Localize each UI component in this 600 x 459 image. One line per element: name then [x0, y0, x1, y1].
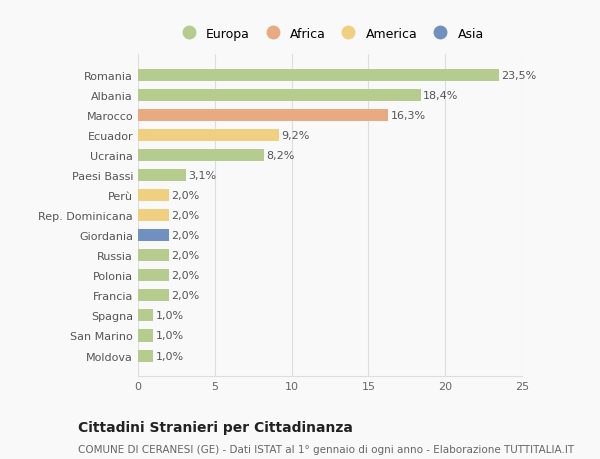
Bar — [138, 130, 280, 142]
Text: 1,0%: 1,0% — [155, 351, 184, 361]
Text: 2,0%: 2,0% — [171, 291, 199, 301]
Text: 1,0%: 1,0% — [155, 331, 184, 341]
Text: 2,0%: 2,0% — [171, 231, 199, 241]
Bar — [138, 230, 169, 242]
Text: 9,2%: 9,2% — [281, 131, 310, 141]
Text: 8,2%: 8,2% — [266, 151, 295, 161]
Text: 2,0%: 2,0% — [171, 271, 199, 281]
Bar — [138, 330, 154, 342]
Text: 2,0%: 2,0% — [171, 251, 199, 261]
Bar — [138, 150, 264, 162]
Bar — [138, 110, 388, 122]
Bar — [138, 270, 169, 282]
Bar — [138, 70, 499, 82]
Bar — [138, 290, 169, 302]
Text: 2,0%: 2,0% — [171, 211, 199, 221]
Text: 23,5%: 23,5% — [501, 71, 536, 81]
Bar — [138, 170, 185, 182]
Text: 2,0%: 2,0% — [171, 191, 199, 201]
Bar — [138, 210, 169, 222]
Bar — [138, 190, 169, 202]
Text: 18,4%: 18,4% — [423, 91, 458, 101]
Text: 3,1%: 3,1% — [188, 171, 216, 181]
Text: 16,3%: 16,3% — [391, 111, 426, 121]
Bar — [138, 350, 154, 362]
Bar — [138, 250, 169, 262]
Bar — [138, 310, 154, 322]
Text: 1,0%: 1,0% — [155, 311, 184, 321]
Legend: Europa, Africa, America, Asia: Europa, Africa, America, Asia — [171, 23, 489, 46]
Text: COMUNE DI CERANESI (GE) - Dati ISTAT al 1° gennaio di ogni anno - Elaborazione T: COMUNE DI CERANESI (GE) - Dati ISTAT al … — [78, 444, 574, 454]
Text: Cittadini Stranieri per Cittadinanza: Cittadini Stranieri per Cittadinanza — [78, 420, 353, 434]
Bar — [138, 90, 421, 102]
